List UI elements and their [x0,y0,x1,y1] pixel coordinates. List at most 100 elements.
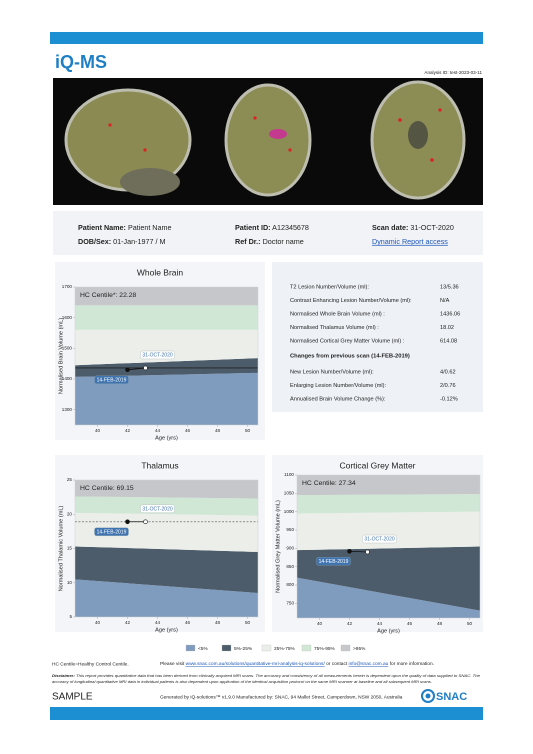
patient-dob: DOB/Sex: 01-Jan-1977 / M [78,237,166,246]
disclaimer: accuracy of longitudinal quantitative MR… [52,680,432,684]
chart: Thalamus HC Centile: 69.15 14-FEB-2019 31-O… [55,455,265,633]
centile-label: HC Centile*: 22.28 [80,292,137,299]
x-tick-label: 44 [377,621,383,626]
snac-brand: SNAC [436,691,467,703]
metrics: T2 Lesion Number/Volume (ml): 13/5.36 Cont… [290,284,460,402]
centile-band [75,287,258,306]
y-axis-label: Normalised Brain Volume (mL) [58,318,64,394]
x-tick-label: 40 [95,428,101,433]
x-tick-label: 40 [95,620,101,625]
chart: Cortical Grey Matter HC Centile: 27.34 14-… [272,455,483,634]
trajectory [349,550,368,553]
x-tick-label: 48 [437,621,443,626]
y-tick-label: 1100 [284,472,294,477]
y-tick-label: 1300 [62,407,73,412]
x-tick-label: 42 [125,428,131,433]
x-tick-label: 44 [155,620,161,625]
x-tick-label: 46 [185,620,191,625]
sample-mark: SAMPLE [52,692,93,703]
y-tick-label: 950 [286,527,294,532]
legend-label: <5% [198,646,208,652]
plot-frame [74,286,259,426]
metric-value: 13/5.36 [440,284,459,290]
ref-doctor: Ref Dr.: Doctor name [235,237,304,246]
centile-label: HC Centile: 27.34 [302,480,356,487]
trajectory [127,367,146,371]
point-label: 14-FEB-2019 [319,559,349,565]
metric-label: Annualised Brain Volume Change (%): [290,396,386,402]
legend-label: 5%-25% [234,646,253,652]
metric-value: 18.02 [440,325,454,331]
metric-value: 1436.06 [440,311,460,317]
centile-band [75,480,258,499]
plot-area [75,287,258,425]
x-tick-label: 46 [185,428,191,433]
centile-band [75,305,258,330]
scan-date: Scan date: 31-OCT-2020 [372,223,454,232]
logo: iQ-MS [55,52,107,72]
centile-band [75,358,258,377]
metric-value: 4/0.62 [440,369,456,375]
metric-label: Contrast Enhancing Lesion Number/Volume … [290,298,412,304]
metrics-panel [272,262,483,412]
centile-label: HC Centile: 69.15 [80,485,134,492]
data-point [143,365,148,371]
analysis-id: Analysis ID: test-2023-03-11 [424,70,482,75]
plot-area [297,475,480,618]
metric-label: New Lesion Number/Volume (ml): [290,369,374,375]
point-label: 14-FEB-2019 [97,377,127,383]
y-tick-label: 15 [67,546,73,551]
changes-title: Changes from previous scan (14-FEB-2019) [290,354,410,360]
bottom-bar [50,707,483,720]
point-label: 31-OCT-2020 [364,537,395,543]
generated-by: Generated by iQ-solutions™ v1.9.0 Manufa… [160,694,403,700]
y-tick-label: 5 [69,614,72,619]
x-axis-label: Age (yrs) [377,628,400,634]
chart-title: Cortical Grey Matter [339,460,415,470]
data-point [125,519,130,525]
y-tick-label: 1400 [62,376,73,381]
centile-band [75,579,258,617]
x-tick-label: 48 [215,428,221,433]
x-tick-label: 50 [467,621,473,626]
point-label: 31-OCT-2020 [142,353,173,359]
y-tick-label: 750 [286,601,294,606]
legend-label: >95% [353,646,366,652]
data-point [365,549,370,555]
y-tick-label: 850 [286,564,294,569]
point-label: 14-FEB-2019 [97,529,127,535]
contact-line: Please visit www.snac.com.au/solutions/q… [160,661,434,667]
point-label-box [140,504,175,513]
point-label-box [94,527,129,536]
disclaimer: Disclaimer: This report provides quantit… [52,674,480,678]
y-tick-label: 1050 [284,491,295,496]
y-axis-label: Normalised Thalamic Volume (mL) [58,506,64,592]
legend-swatch [301,644,312,652]
x-tick-label: 42 [347,621,353,626]
y-tick-label: 1500 [62,346,73,351]
x-tick-label: 42 [125,620,131,625]
point-label-box [362,534,397,544]
point-label-box [94,375,129,384]
legend-label: 25%-75% [274,646,296,652]
point-label-box [140,350,175,360]
legend: <5% 5%-25% 25%-75% 75%-95% >95% [185,644,366,652]
legend-swatch [185,644,196,652]
x-tick-label: 50 [245,428,251,433]
report-link[interactable]: Dynamic Report access [372,237,448,246]
centile-band [75,546,258,594]
chart: Whole Brain HC Centile*: 22.28 14-FEB-2019… [55,262,265,441]
centile-band [75,329,258,366]
metric-value: 614.08 [440,338,457,344]
data-point [125,367,130,373]
x-axis-label: Age (yrs) [155,435,178,441]
legend-swatch [340,644,351,652]
chart-title: Thalamus [141,460,178,470]
centile-band [75,372,258,425]
centile-band [297,577,480,618]
metric-label: Normalised Thalamus Volume (ml) : [290,325,379,331]
point-label: 31-OCT-2020 [142,506,173,512]
patient-name: Patient Name: Patient Name [78,223,171,232]
x-axis-label: Age (yrs) [155,627,178,633]
